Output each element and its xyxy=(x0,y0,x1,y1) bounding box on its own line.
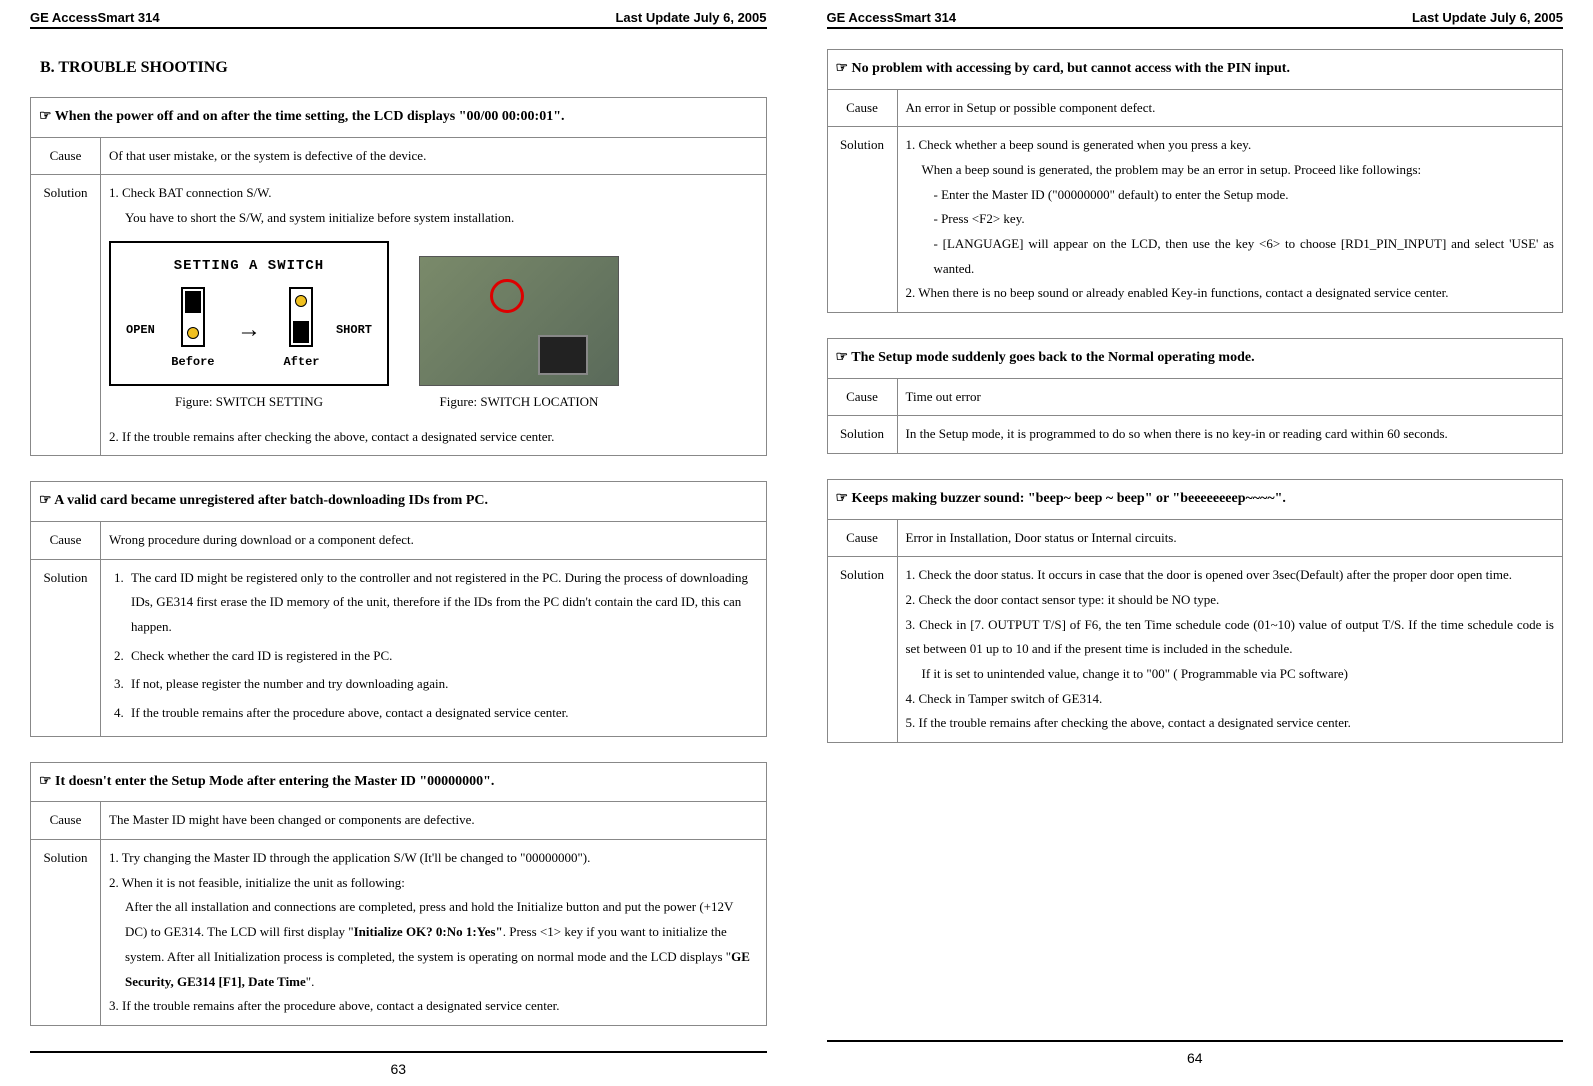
update-date: Last Update July 6, 2005 xyxy=(615,10,766,25)
t3-cause-label: Cause xyxy=(31,802,101,840)
t2-s3: If not, please register the number and t… xyxy=(127,672,758,697)
t3-s2b: After the all installation and connectio… xyxy=(109,895,758,994)
t4-solution: 1. Check whether a beep sound is generat… xyxy=(897,127,1563,313)
switch-after xyxy=(289,287,313,347)
t2-solution: The card ID might be registered only to … xyxy=(101,559,767,736)
switch-figure: SETTING A SWITCH OPEN Before → xyxy=(109,241,389,415)
t1-sol-1b: You have to short the S/W, and system in… xyxy=(109,206,758,231)
t3-s2: 2. When it is not feasible, initialize t… xyxy=(109,871,758,896)
header-right: GE AccessSmart 314 Last Update July 6, 2… xyxy=(827,10,1564,29)
section-title: B. TROUBLE SHOOTING xyxy=(40,59,767,77)
page-number-left: 63 xyxy=(390,1061,406,1077)
t2-title: ☞ A valid card became unregistered after… xyxy=(31,482,767,522)
trouble-table-5: ☞ The Setup mode suddenly goes back to t… xyxy=(827,338,1564,454)
trouble-table-4: ☞ No problem with accessing by card, but… xyxy=(827,49,1564,313)
t4-title: ☞ No problem with accessing by card, but… xyxy=(827,50,1563,90)
t6-s2: 2. Check the door contact sensor type: i… xyxy=(906,588,1555,613)
t6-solution: 1. Check the door status. It occurs in c… xyxy=(897,557,1563,743)
t6-s3b: If it is set to unintended value, change… xyxy=(906,662,1555,687)
t5-sol: In the Setup mode, it is programmed to d… xyxy=(897,416,1563,454)
t1-solution: 1. Check BAT connection S/W. You have to… xyxy=(101,175,767,456)
t2-s1: The card ID might be registered only to … xyxy=(127,566,758,640)
arrow-icon: → xyxy=(237,308,261,354)
footer-right: 64 xyxy=(827,1040,1564,1066)
short-label: SHORT xyxy=(336,319,372,342)
figures-row: SETTING A SWITCH OPEN Before → xyxy=(109,241,758,415)
t1-cause: Of that user mistake, or the system is d… xyxy=(101,137,767,175)
t3-s3: 3. If the trouble remains after the proc… xyxy=(109,994,758,1019)
t1-sol-1: 1. Check BAT connection S/W. xyxy=(109,181,758,206)
t2-s4: If the trouble remains after the procedu… xyxy=(127,701,758,726)
t6-cause-label: Cause xyxy=(827,519,897,557)
t4-s1: 1. Check whether a beep sound is generat… xyxy=(906,133,1555,158)
t6-s5: 5. If the trouble remains after checking… xyxy=(906,711,1555,736)
trouble-table-6: ☞ Keeps making buzzer sound: "beep~ beep… xyxy=(827,479,1564,743)
t1-cause-label: Cause xyxy=(31,137,101,175)
t6-title: ☞ Keeps making buzzer sound: "beep~ beep… xyxy=(827,480,1563,520)
switch-photo xyxy=(419,256,619,386)
open-label: OPEN xyxy=(126,319,155,342)
fig2-caption: Figure: SWITCH LOCATION xyxy=(440,390,599,415)
t6-solution-label: Solution xyxy=(827,557,897,743)
t1-solution-label: Solution xyxy=(31,175,101,456)
product-name: GE AccessSmart 314 xyxy=(30,10,160,25)
t4-s1d: - [LANGUAGE] will appear on the LCD, the… xyxy=(906,232,1555,281)
t1-title: ☞ When the power off and on after the ti… xyxy=(31,98,767,138)
switch-diagram: SETTING A SWITCH OPEN Before → xyxy=(109,241,389,386)
t2-cause-label: Cause xyxy=(31,522,101,560)
t4-solution-label: Solution xyxy=(827,127,897,313)
t3-cause: The Master ID might have been changed or… xyxy=(101,802,767,840)
t5-cause-label: Cause xyxy=(827,378,897,416)
photo-figure: Figure: SWITCH LOCATION xyxy=(419,256,619,415)
trouble-table-3: ☞ It doesn't enter the Setup Mode after … xyxy=(30,762,767,1026)
page-right: GE AccessSmart 314 Last Update July 6, 2… xyxy=(797,0,1593,1086)
t6-s3: 3. Check in [7. OUTPUT T/S] of F6, the t… xyxy=(906,613,1555,662)
t1-sol-2: 2. If the trouble remains after checking… xyxy=(109,425,758,450)
after-label: After xyxy=(283,351,319,374)
t5-cause: Time out error xyxy=(897,378,1563,416)
page-number-right: 64 xyxy=(1187,1050,1203,1066)
switch-before xyxy=(181,287,205,347)
t3-s1: 1. Try changing the Master ID through th… xyxy=(109,846,758,871)
header-left: GE AccessSmart 314 Last Update July 6, 2… xyxy=(30,10,767,29)
t4-s1c: - Press <F2> key. xyxy=(906,207,1555,232)
trouble-table-2: ☞ A valid card became unregistered after… xyxy=(30,481,767,736)
t5-title: ☞ The Setup mode suddenly goes back to t… xyxy=(827,339,1563,379)
t4-s1b: - Enter the Master ID ("00000000" defaul… xyxy=(906,183,1555,208)
t4-s1a: When a beep sound is generated, the prob… xyxy=(906,158,1555,183)
update-date-r: Last Update July 6, 2005 xyxy=(1412,10,1563,25)
fig1-caption: Figure: SWITCH SETTING xyxy=(175,390,323,415)
t2-cause: Wrong procedure during download or a com… xyxy=(101,522,767,560)
t2-solution-label: Solution xyxy=(31,559,101,736)
t4-cause-label: Cause xyxy=(827,89,897,127)
t6-cause: Error in Installation, Door status or In… xyxy=(897,519,1563,557)
t3-solution-label: Solution xyxy=(31,840,101,1026)
before-label: Before xyxy=(171,351,214,374)
page-left: GE AccessSmart 314 Last Update July 6, 2… xyxy=(0,0,797,1086)
trouble-table-1: ☞ When the power off and on after the ti… xyxy=(30,97,767,456)
t2-s2: Check whether the card ID is registered … xyxy=(127,644,758,669)
switch-diagram-title: SETTING A SWITCH xyxy=(126,253,372,280)
t6-s4: 4. Check in Tamper switch of GE314. xyxy=(906,687,1555,712)
t3-title: ☞ It doesn't enter the Setup Mode after … xyxy=(31,762,767,802)
t5-solution-label: Solution xyxy=(827,416,897,454)
footer-left: 63 xyxy=(30,1051,767,1077)
t6-s1: 1. Check the door status. It occurs in c… xyxy=(906,563,1555,588)
t3-solution: 1. Try changing the Master ID through th… xyxy=(101,840,767,1026)
t4-s2: 2. When there is no beep sound or alread… xyxy=(906,281,1555,306)
t4-cause: An error in Setup or possible component … xyxy=(897,89,1563,127)
product-name-r: GE AccessSmart 314 xyxy=(827,10,957,25)
